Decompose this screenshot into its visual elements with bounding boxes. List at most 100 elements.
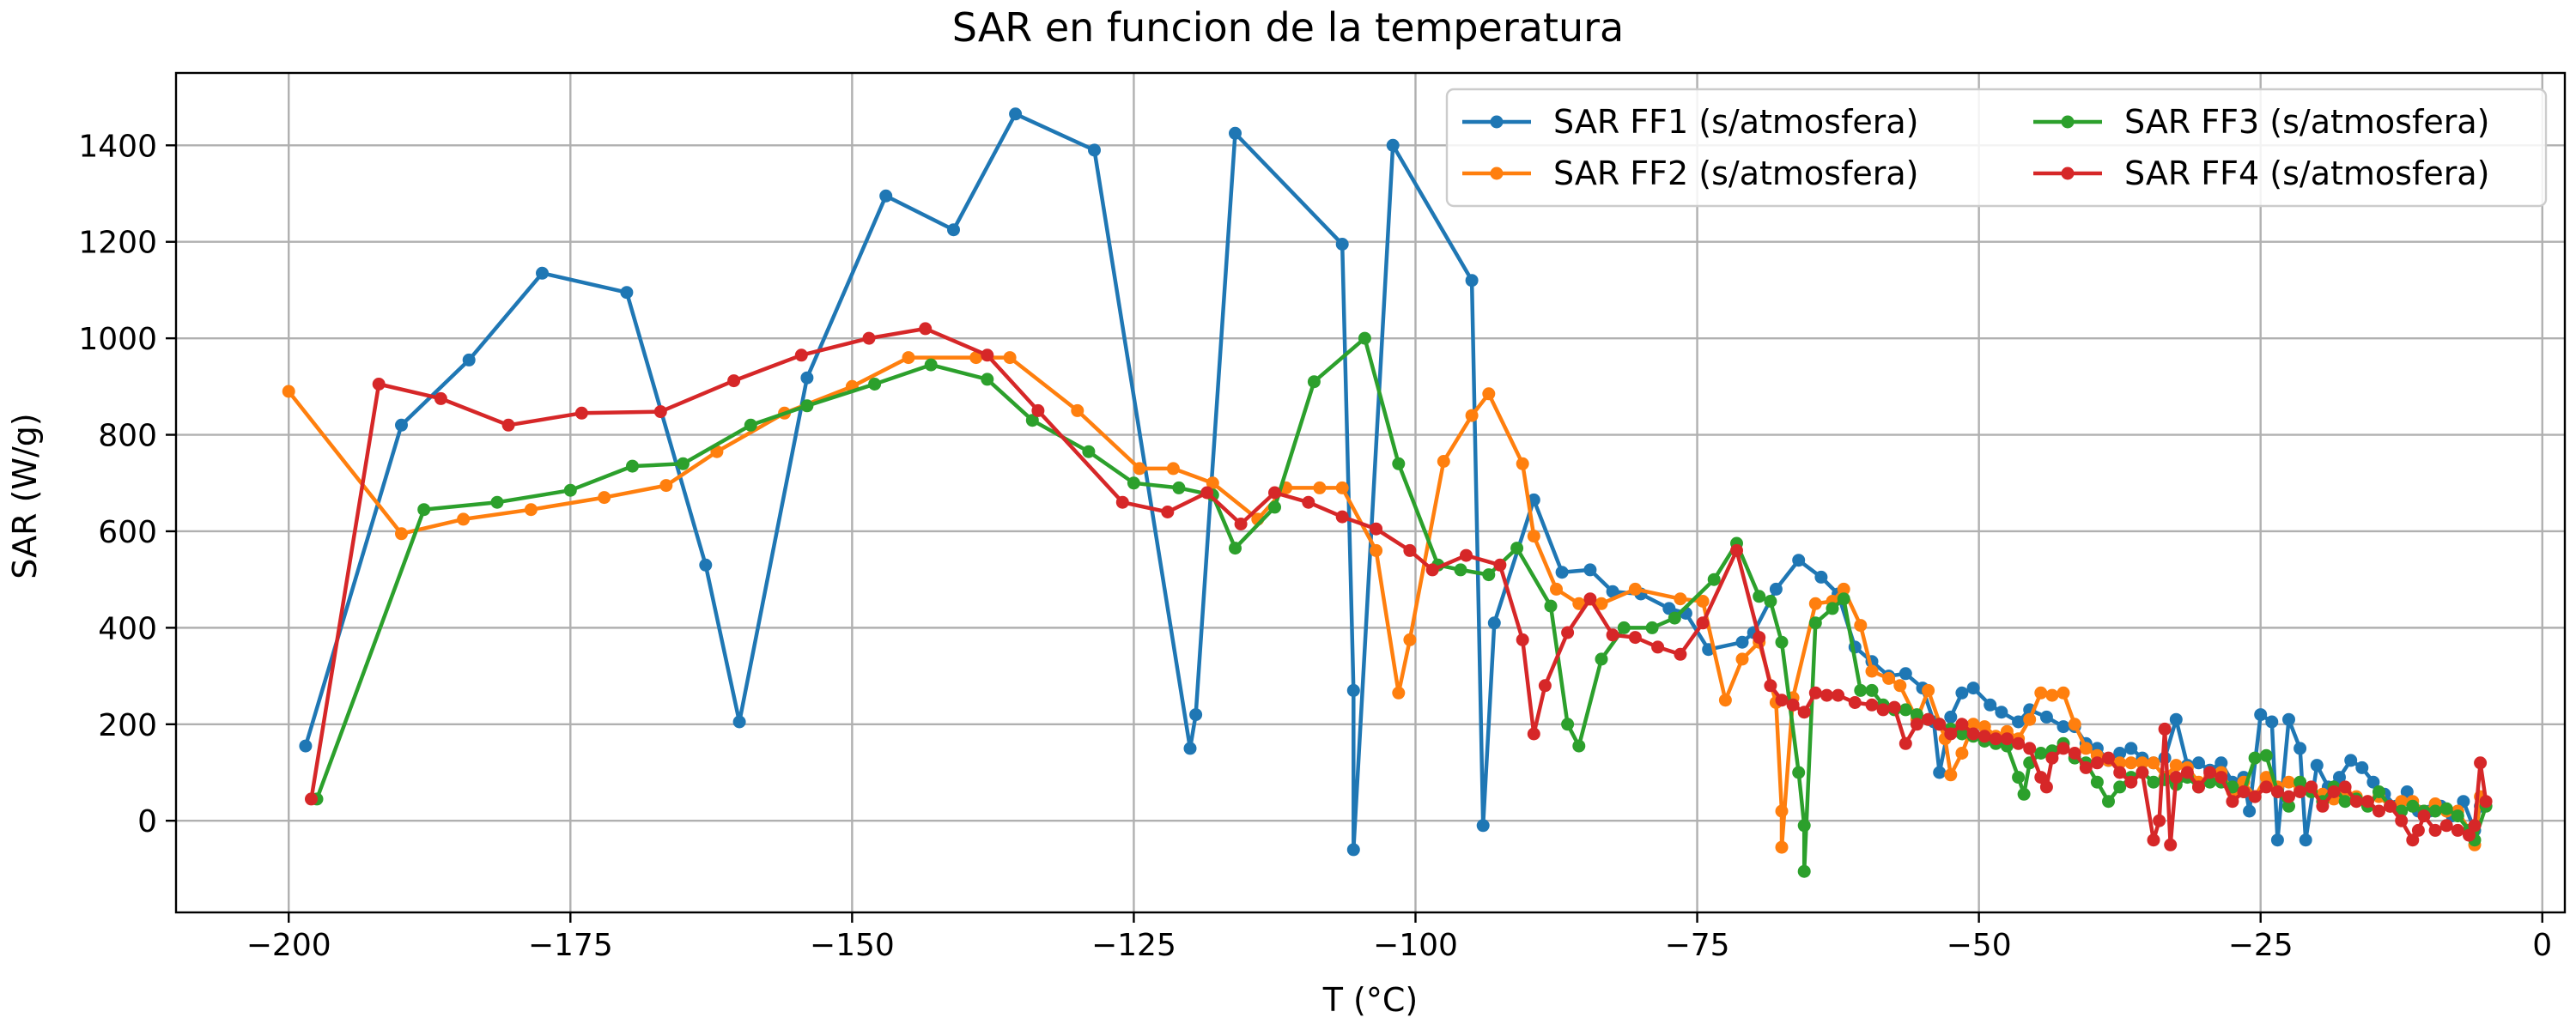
data-point: [620, 286, 634, 300]
data-point: [1628, 631, 1642, 645]
data-point: [2113, 766, 2127, 779]
data-point: [2147, 775, 2160, 789]
data-point: [1268, 486, 1281, 500]
data-point: [2226, 795, 2239, 809]
data-point: [282, 385, 295, 398]
data-point: [2299, 833, 2312, 847]
data-point: [1753, 631, 1766, 645]
data-point: [1707, 573, 1721, 586]
data-point: [862, 331, 876, 345]
legend-label: SAR FF4 (s/atmosfera): [2124, 154, 2489, 192]
data-point: [1966, 682, 1980, 695]
data-point: [1088, 143, 1101, 157]
data-point: [490, 495, 504, 509]
data-point: [1516, 633, 1529, 646]
data-point: [659, 479, 673, 493]
data-point: [2349, 795, 2363, 809]
data-point: [434, 391, 447, 405]
data-point: [1595, 597, 1608, 610]
data-point: [2395, 814, 2409, 827]
data-point: [1071, 403, 1084, 417]
data-point: [2017, 787, 2031, 801]
data-point: [1370, 543, 1383, 557]
data-point: [462, 353, 476, 367]
data-point: [2057, 742, 2070, 755]
data-point: [947, 223, 960, 237]
data-point: [2113, 747, 2127, 760]
data-point: [1003, 351, 1017, 365]
data-point: [1899, 736, 1912, 750]
chart-title: SAR en funcion de la temperatura: [952, 4, 1624, 51]
data-point: [2411, 823, 2425, 837]
data-point: [2057, 686, 2070, 700]
data-point: [1966, 727, 1980, 741]
data-point: [395, 527, 408, 541]
data-point: [2372, 785, 2385, 798]
data-point: [2124, 775, 2138, 789]
x-tick-label: −175: [528, 928, 613, 963]
y-axis-label: SAR (W/g): [6, 413, 44, 579]
series-line: [309, 326, 2488, 847]
data-point: [2451, 809, 2464, 823]
data-point: [1668, 611, 1681, 625]
data-point: [1572, 597, 1586, 610]
data-point: [536, 266, 549, 280]
data-point: [2439, 819, 2453, 833]
data-point: [1978, 730, 1991, 743]
x-tick-label: −50: [1947, 928, 2012, 963]
data-point: [919, 322, 933, 336]
data-point: [2012, 771, 2026, 785]
data-point: [1797, 819, 1811, 833]
data-point: [1617, 621, 1631, 634]
data-point: [1922, 712, 1935, 726]
data-point: [1792, 554, 1806, 567]
data-point: [2248, 751, 2262, 765]
data-point: [1645, 621, 1659, 634]
data-point: [1955, 727, 1969, 741]
data-point: [1561, 626, 1575, 639]
data-point: [1910, 708, 1923, 722]
data-point: [1797, 864, 1811, 878]
data-point: [2270, 785, 2284, 798]
legend-box: [1445, 88, 2548, 208]
data-point: [1403, 543, 1417, 557]
data-series: [282, 107, 2493, 878]
data-point: [2068, 718, 2081, 731]
data-point: [1753, 590, 1766, 603]
data-point: [727, 374, 741, 388]
data-point: [2293, 775, 2307, 789]
data-point: [1392, 457, 1406, 470]
data-point: [1370, 522, 1383, 536]
data-point: [2068, 747, 2081, 760]
data-point: [1775, 694, 1789, 707]
data-point: [1307, 375, 1321, 389]
data-point: [1403, 633, 1417, 646]
data-point: [1832, 688, 1845, 702]
legend-item-1: SAR FF1 (s/atmosfera): [1462, 103, 1918, 141]
data-point: [2215, 771, 2228, 785]
data-point: [1229, 126, 1242, 140]
data-point: [1465, 409, 1479, 422]
data-point: [1454, 563, 1467, 577]
data-point: [1561, 718, 1575, 731]
legend-item-3: SAR FF3 (s/atmosfera): [2033, 103, 2489, 141]
data-point: [2400, 785, 2414, 798]
data-point: [1313, 481, 1327, 494]
legend: SAR FF1 (s/atmosfera) SAR FF2 (s/atmosfer…: [1445, 88, 2548, 208]
data-point: [2136, 766, 2149, 779]
data-point: [2384, 799, 2397, 813]
data-point: [2034, 747, 2048, 760]
data-point: [2333, 771, 2346, 785]
data-point: [2457, 795, 2470, 809]
data-point: [2180, 766, 2194, 779]
series-line: [287, 355, 2482, 850]
data-point: [1527, 530, 1540, 543]
data-point: [969, 351, 983, 365]
x-tick-label: −100: [1373, 928, 1458, 963]
data-point: [868, 378, 882, 391]
data-point: [1887, 700, 1901, 714]
legend-swatch-marker: [2061, 115, 2075, 129]
data-point: [1082, 445, 1096, 458]
data-point: [1583, 563, 1597, 577]
data-point: [699, 558, 713, 572]
